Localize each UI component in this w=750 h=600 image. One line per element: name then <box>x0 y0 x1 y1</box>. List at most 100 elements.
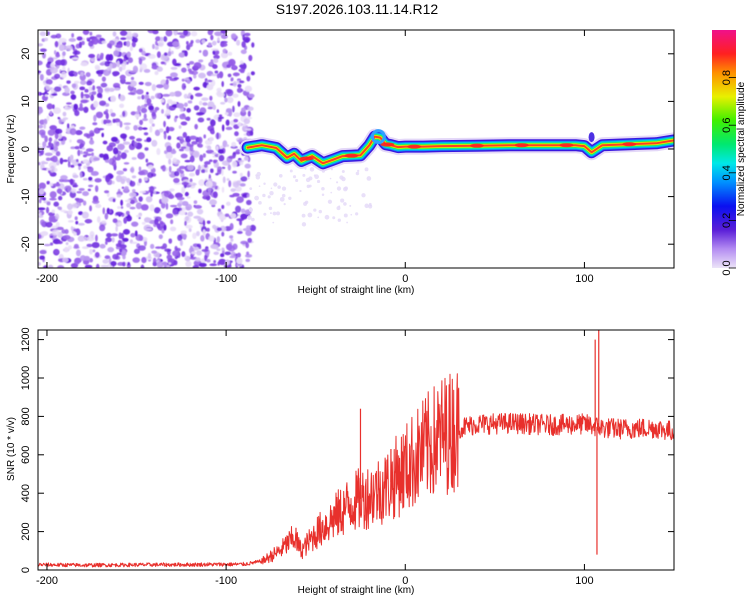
noise-blob <box>188 228 192 233</box>
noise-blob <box>127 33 134 37</box>
haze-blob <box>281 186 287 191</box>
noise-blob <box>119 30 128 36</box>
noise-blob <box>230 251 236 258</box>
noise-blob <box>60 209 67 213</box>
noise-blob <box>151 123 155 127</box>
noise-blob <box>104 212 109 220</box>
noise-blob <box>240 49 247 55</box>
noise-blob <box>200 234 205 242</box>
noise-blob <box>187 211 194 217</box>
noise-blob <box>91 37 99 45</box>
noise-blob <box>38 188 45 195</box>
noise-blob <box>187 164 194 171</box>
noise-blob <box>53 86 62 92</box>
noise-blob <box>127 57 134 64</box>
noise-blob <box>209 95 213 101</box>
noise-blob <box>202 195 210 200</box>
noise-blob <box>87 188 92 192</box>
noise-blob <box>91 91 97 95</box>
noise-blob <box>207 30 213 36</box>
noise-blob <box>238 121 242 127</box>
noise-blob <box>95 234 98 242</box>
noise-blob <box>121 63 126 71</box>
noise-blob <box>190 94 194 100</box>
noise-blob <box>240 213 248 220</box>
noise-blob <box>46 115 50 122</box>
spectrogram-ylabel: Frequency (Hz) <box>6 115 17 184</box>
noise-blob <box>170 66 178 70</box>
noise-blob <box>212 104 216 110</box>
noise-blob <box>150 95 155 100</box>
noise-blob <box>218 213 227 221</box>
noise-blob <box>202 49 209 57</box>
haze-blob <box>247 177 250 180</box>
noise-blob <box>184 191 189 197</box>
noise-blob <box>170 204 178 208</box>
noise-blob <box>64 105 68 109</box>
noise-blob <box>237 159 245 163</box>
noise-blob <box>180 230 187 235</box>
noise-blob <box>225 144 230 147</box>
noise-blob <box>201 97 209 101</box>
noise-blob <box>189 145 194 152</box>
noise-blob <box>42 141 47 148</box>
noise-blob <box>165 30 173 37</box>
noise-blob <box>144 217 151 223</box>
noise-blob <box>242 228 251 232</box>
colorbar-label: Normalized spectral amplitude <box>736 81 747 216</box>
noise-blob <box>38 182 47 190</box>
noise-blob <box>111 237 115 243</box>
noise-blob <box>214 70 219 74</box>
noise-blob <box>176 102 185 109</box>
noise-blob <box>131 175 137 179</box>
haze-blob <box>269 190 274 196</box>
noise-blob <box>55 151 61 157</box>
noise-blob <box>155 84 164 89</box>
noise-blob <box>244 38 250 43</box>
noise-blob <box>82 177 88 181</box>
noise-blob <box>233 112 241 118</box>
plot-title: S197.2026.103.11.14.R12 <box>276 1 439 17</box>
noise-blob <box>81 147 86 150</box>
noise-blob <box>208 235 215 242</box>
haze-blob <box>288 196 292 200</box>
noise-blob <box>95 111 104 119</box>
colorbar-tick-label: 0.6 <box>721 118 733 133</box>
noise-blob <box>206 259 211 263</box>
noise-blob <box>67 245 72 250</box>
noise-blob <box>123 217 128 224</box>
noise-blob <box>172 157 177 163</box>
noise-blob <box>246 194 250 198</box>
noise-blob <box>93 157 100 161</box>
noise-blob <box>138 235 144 242</box>
noise-blob <box>213 251 220 256</box>
haze-blob <box>270 212 272 215</box>
noise-blob <box>206 117 211 121</box>
noise-blob <box>55 226 64 231</box>
haze-blob <box>355 212 359 216</box>
noise-blob <box>40 219 45 226</box>
noise-blob <box>54 128 63 135</box>
noise-blob <box>90 95 93 100</box>
x-tick-label: -200 <box>36 273 58 285</box>
noise-blob <box>78 41 82 49</box>
noise-blob <box>86 243 93 248</box>
noise-blob <box>216 236 221 243</box>
noise-blob <box>247 170 250 178</box>
noise-blob <box>159 220 164 225</box>
noise-blob <box>122 141 131 145</box>
noise-blob <box>149 109 158 114</box>
x-tick-label: 0 <box>402 575 408 587</box>
noise-blob <box>85 148 94 152</box>
noise-blob <box>249 224 256 232</box>
noise-blob <box>227 51 233 56</box>
noise-blob <box>229 235 234 239</box>
haze-blob <box>361 193 366 198</box>
noise-blob <box>80 80 87 85</box>
noise-blob <box>131 41 136 48</box>
noise-blob <box>197 117 205 123</box>
noise-blob <box>216 109 220 114</box>
haze-blob <box>336 181 339 184</box>
noise-blob <box>193 62 202 69</box>
